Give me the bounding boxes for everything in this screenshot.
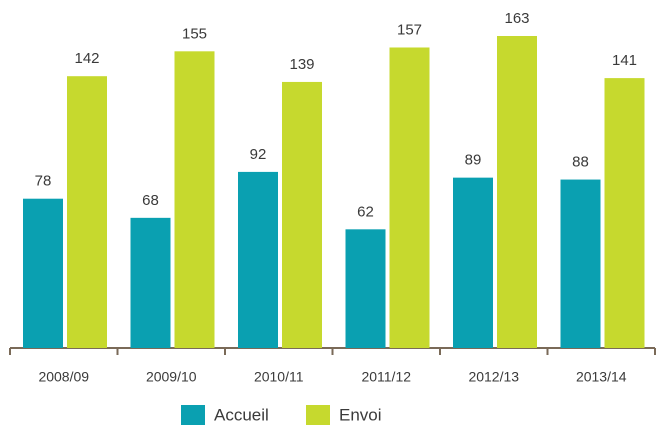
x-tick-label: 2008/09 — [38, 369, 89, 385]
bar — [174, 51, 215, 348]
x-tick-label: 2010/11 — [254, 369, 304, 385]
value-label: 78 — [35, 173, 52, 190]
bar — [67, 76, 107, 348]
value-label: 62 — [357, 203, 374, 220]
legend-label: Accueil — [214, 405, 269, 424]
x-tick-label: 2011/12 — [361, 369, 411, 385]
x-tick-label: 2009/10 — [146, 369, 197, 385]
bar — [23, 198, 63, 348]
value-label: 88 — [572, 154, 589, 171]
bar — [560, 179, 601, 348]
bar — [345, 229, 386, 348]
value-label: 163 — [504, 10, 529, 27]
bar — [389, 47, 430, 349]
bar — [453, 177, 493, 348]
bar — [130, 217, 171, 348]
value-label: 89 — [465, 152, 482, 169]
value-label: 142 — [74, 50, 99, 67]
value-label: 157 — [397, 21, 422, 38]
legend-label: Envoi — [339, 405, 382, 424]
bar — [497, 36, 537, 348]
value-label: 141 — [612, 52, 637, 69]
x-tick-label: 2013/14 — [576, 369, 627, 385]
x-tick-label: 2012/13 — [468, 369, 519, 385]
value-label: 139 — [289, 56, 314, 73]
bar — [604, 78, 645, 349]
bar — [282, 81, 322, 348]
bar — [238, 171, 278, 348]
legend-swatch — [306, 405, 330, 425]
legend-swatch — [181, 405, 205, 425]
value-label: 92 — [250, 146, 267, 163]
value-label: 68 — [142, 192, 159, 209]
value-label: 155 — [182, 25, 207, 42]
